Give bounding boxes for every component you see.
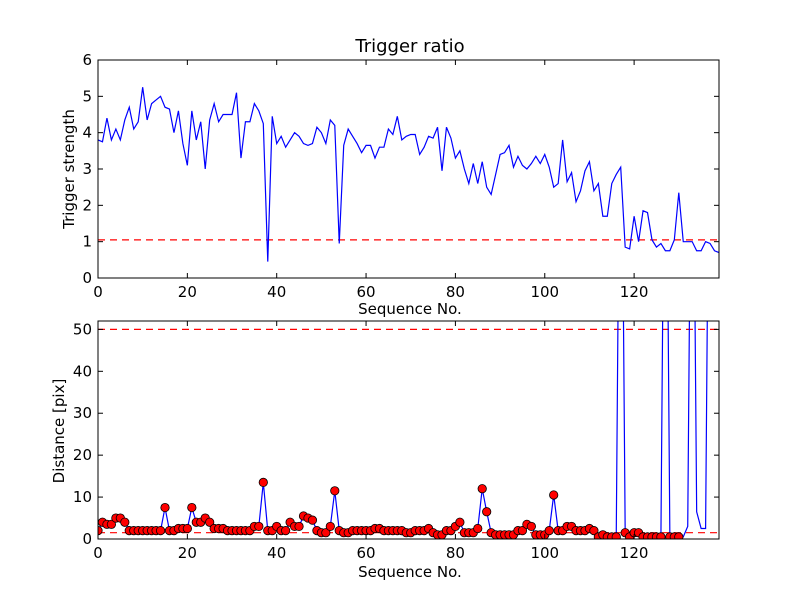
y-tick-label: 5	[82, 87, 92, 105]
x-tick-label: 120	[620, 283, 649, 301]
y-tick-label: 10	[73, 488, 92, 506]
trigger-ratio-chart: Trigger ratio Sequence No. Trigger stren…	[60, 36, 720, 318]
data-point	[455, 517, 465, 527]
y-tick-label: 3	[82, 160, 92, 178]
x-tick-label: 60	[357, 544, 376, 562]
data-point	[187, 502, 197, 513]
data-point	[473, 523, 483, 534]
data-point	[482, 507, 492, 517]
marker-group	[98, 477, 684, 539]
data-point	[611, 532, 621, 539]
data-point	[281, 526, 291, 536]
distance-chart: Sequence No. Distance [pix] 0 20 40 60 80 100…	[50, 320, 720, 581]
x-tick-label: 20	[178, 283, 197, 301]
data-point	[549, 490, 559, 500]
y-tick-label: 40	[73, 362, 92, 380]
data-point	[160, 502, 170, 513]
x-tick-label: 20	[178, 544, 197, 562]
x-axis-label: Sequence No.	[358, 300, 462, 318]
bottom-plot-area: 0 20 40 60 80 100 120 0 10 20 30 40 50	[73, 320, 720, 562]
data-point	[330, 486, 340, 496]
y-tick-label: 30	[73, 404, 92, 422]
x-axis-label: Sequence No.	[358, 563, 462, 581]
y-tick-label: 2	[82, 196, 92, 214]
data-point	[307, 515, 318, 525]
data-point	[120, 517, 130, 527]
x-tick-label: 60	[357, 283, 376, 301]
data-point	[258, 477, 268, 488]
data-point	[589, 526, 599, 536]
y-axis-label: Distance [pix]	[50, 379, 68, 484]
data-point	[106, 519, 117, 529]
data-point	[254, 521, 264, 532]
chart-title: Trigger ratio	[354, 36, 464, 57]
x-tick-label: 40	[267, 544, 286, 562]
y-tick-label: 20	[73, 446, 92, 464]
y-tick-label: 1	[82, 233, 92, 251]
data-point	[477, 484, 487, 494]
x-tick-label: 40	[267, 283, 286, 301]
data-point	[674, 532, 684, 539]
x-tick-label: 0	[93, 283, 103, 301]
x-tick-label: 120	[620, 544, 649, 562]
data-point	[325, 521, 335, 532]
x-tick-label: 80	[446, 283, 465, 301]
y-tick-label: 0	[82, 269, 92, 287]
data-point	[517, 526, 528, 536]
x-tick-label: 100	[530, 283, 559, 301]
x-tick-label: 0	[93, 544, 103, 562]
data-point	[321, 528, 331, 538]
y-tick-label: 4	[82, 124, 92, 142]
data-point	[294, 521, 304, 532]
y-tick-label: 50	[73, 320, 92, 338]
top-plot-area: 0 20 40 60 80 100 120 0 1 2 3 4 5 6	[82, 51, 720, 301]
data-point	[656, 532, 666, 539]
plot-frame	[97, 320, 720, 540]
data-point	[205, 517, 215, 527]
x-tick-label: 100	[530, 544, 559, 562]
y-tick-label: 0	[82, 530, 92, 548]
data-point	[526, 521, 536, 532]
y-axis-label: Trigger strength	[60, 109, 78, 230]
data-point	[182, 523, 192, 534]
y-tick-label: 6	[82, 51, 92, 69]
data-point	[155, 526, 166, 536]
x-tick-label: 80	[446, 544, 465, 562]
data-point	[544, 526, 554, 536]
series-line	[98, 87, 719, 262]
